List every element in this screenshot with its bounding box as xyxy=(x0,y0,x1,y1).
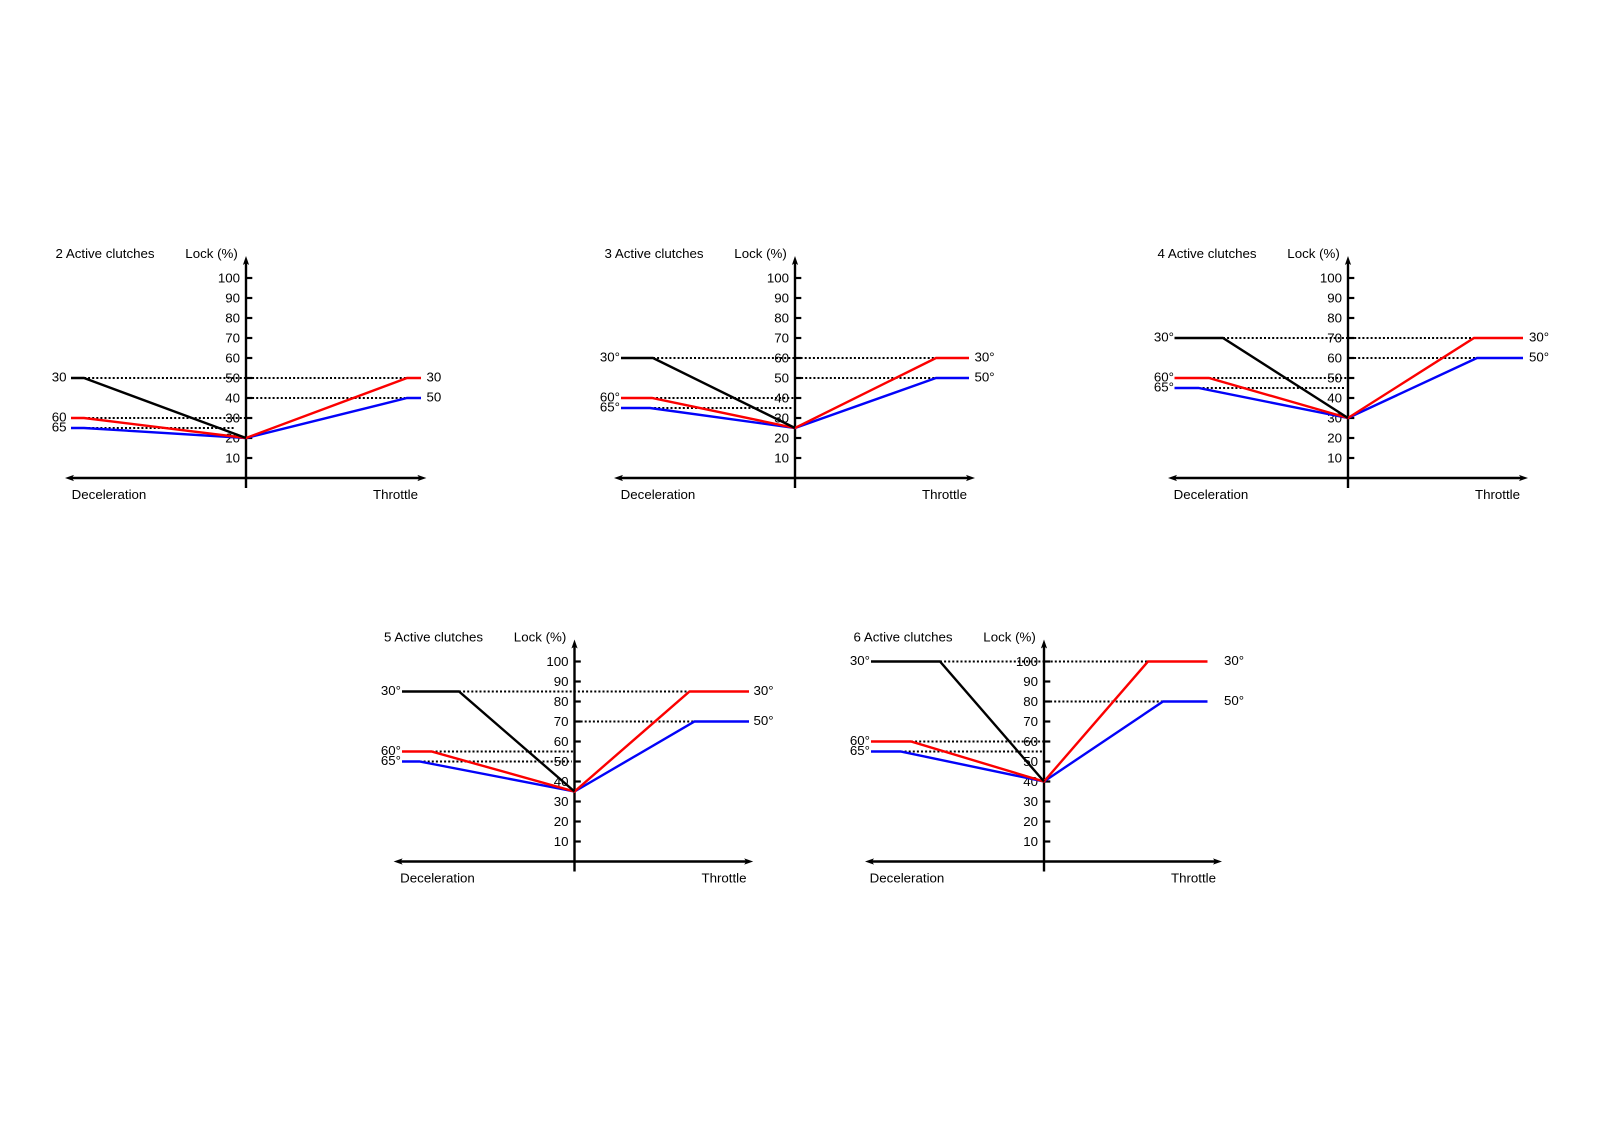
svg-text:100: 100 xyxy=(218,271,240,286)
svg-text:50: 50 xyxy=(1023,754,1038,769)
svg-text:10: 10 xyxy=(774,451,789,466)
svg-text:50: 50 xyxy=(554,754,569,769)
svg-text:80: 80 xyxy=(774,311,789,326)
svg-text:5 Active clutches: 5 Active clutches xyxy=(384,630,483,645)
svg-text:65°: 65° xyxy=(850,743,870,758)
svg-text:4 Active clutches: 4 Active clutches xyxy=(1158,246,1257,261)
svg-text:90: 90 xyxy=(554,674,569,689)
svg-text:70: 70 xyxy=(225,331,240,346)
svg-text:6 Active clutches: 6 Active clutches xyxy=(854,630,953,645)
svg-text:2 Active clutches: 2 Active clutches xyxy=(56,246,155,261)
svg-text:30°: 30° xyxy=(600,350,620,365)
svg-text:50°: 50° xyxy=(754,713,774,728)
svg-text:60: 60 xyxy=(1327,351,1342,366)
svg-text:Throttle: Throttle xyxy=(373,487,418,502)
svg-text:Deceleration: Deceleration xyxy=(870,871,945,886)
svg-text:70: 70 xyxy=(554,714,569,729)
svg-text:20: 20 xyxy=(774,431,789,446)
svg-text:60°: 60° xyxy=(850,733,870,748)
svg-text:Throttle: Throttle xyxy=(1475,487,1520,502)
svg-text:30: 30 xyxy=(1023,794,1038,809)
svg-text:20: 20 xyxy=(1327,431,1342,446)
svg-text:65°: 65° xyxy=(600,400,620,415)
svg-text:Deceleration: Deceleration xyxy=(72,487,147,502)
svg-text:40: 40 xyxy=(774,391,789,406)
svg-text:Throttle: Throttle xyxy=(701,871,746,886)
svg-text:65°: 65° xyxy=(1154,380,1174,395)
svg-text:Lock (%): Lock (%) xyxy=(1287,246,1339,261)
svg-text:30°: 30° xyxy=(1154,330,1174,345)
svg-text:50: 50 xyxy=(1327,371,1342,386)
svg-text:90: 90 xyxy=(1327,291,1342,306)
svg-text:60°: 60° xyxy=(1154,370,1174,385)
svg-text:30°: 30° xyxy=(754,683,774,698)
svg-text:80: 80 xyxy=(1023,694,1038,709)
svg-text:10: 10 xyxy=(554,834,569,849)
svg-text:65: 65 xyxy=(52,420,67,435)
svg-text:80: 80 xyxy=(554,694,569,709)
svg-text:80: 80 xyxy=(225,311,240,326)
svg-text:100: 100 xyxy=(546,654,568,669)
svg-text:10: 10 xyxy=(225,451,240,466)
svg-text:Lock (%): Lock (%) xyxy=(185,246,237,261)
svg-text:10: 10 xyxy=(1327,451,1342,466)
svg-text:65°: 65° xyxy=(381,753,401,768)
svg-text:Lock (%): Lock (%) xyxy=(983,630,1035,645)
svg-text:Deceleration: Deceleration xyxy=(400,871,475,886)
svg-text:60°: 60° xyxy=(381,743,401,758)
svg-text:60: 60 xyxy=(52,410,67,425)
svg-text:Lock (%): Lock (%) xyxy=(734,246,786,261)
svg-text:90: 90 xyxy=(1023,674,1038,689)
svg-text:70: 70 xyxy=(774,331,789,346)
svg-text:20: 20 xyxy=(554,814,569,829)
svg-text:30: 30 xyxy=(52,370,67,385)
svg-text:Throttle: Throttle xyxy=(1171,871,1216,886)
svg-text:90: 90 xyxy=(225,291,240,306)
svg-text:50°: 50° xyxy=(1224,693,1244,708)
svg-text:30°: 30° xyxy=(1224,653,1244,668)
svg-text:Deceleration: Deceleration xyxy=(1174,487,1249,502)
svg-text:100: 100 xyxy=(1320,271,1342,286)
svg-text:50: 50 xyxy=(774,371,789,386)
svg-text:30°: 30° xyxy=(850,653,870,668)
svg-text:10: 10 xyxy=(1023,834,1038,849)
svg-text:60°: 60° xyxy=(600,390,620,405)
svg-text:100: 100 xyxy=(767,271,789,286)
svg-text:90: 90 xyxy=(774,291,789,306)
svg-text:50°: 50° xyxy=(975,370,995,385)
svg-text:30°: 30° xyxy=(975,350,995,365)
svg-text:80: 80 xyxy=(1327,311,1342,326)
svg-text:30: 30 xyxy=(427,370,442,385)
svg-text:Throttle: Throttle xyxy=(922,487,967,502)
svg-text:30°: 30° xyxy=(381,683,401,698)
svg-text:Deceleration: Deceleration xyxy=(621,487,696,502)
svg-text:30°: 30° xyxy=(1529,330,1549,345)
svg-text:20: 20 xyxy=(1023,814,1038,829)
svg-text:50: 50 xyxy=(427,390,442,405)
svg-text:3 Active clutches: 3 Active clutches xyxy=(605,246,704,261)
svg-text:60: 60 xyxy=(554,734,569,749)
svg-text:30: 30 xyxy=(554,794,569,809)
svg-text:70: 70 xyxy=(1023,714,1038,729)
svg-text:40: 40 xyxy=(225,391,240,406)
svg-text:Lock (%): Lock (%) xyxy=(514,630,566,645)
svg-text:60: 60 xyxy=(225,351,240,366)
svg-text:50°: 50° xyxy=(1529,350,1549,365)
svg-text:40: 40 xyxy=(1327,391,1342,406)
